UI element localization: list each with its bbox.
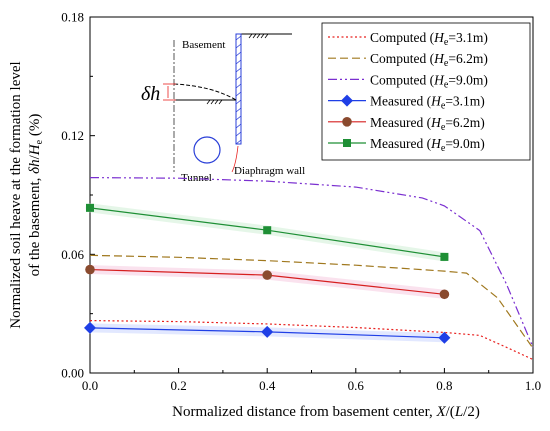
legend-label: Measured (He=6.2m) <box>370 115 485 133</box>
inset-heave-curve <box>173 83 237 101</box>
legend: Computed (He=3.1m) Computed (He=6.2m) Comp… <box>321 22 531 161</box>
series-markers <box>84 203 451 344</box>
x-tick-label: 0.2 <box>170 378 186 393</box>
inset-wall-pointer <box>231 145 239 173</box>
x-tick-label: 0.6 <box>348 378 365 393</box>
series-line-2 <box>89 254 534 349</box>
legend-box <box>321 22 531 161</box>
data-point-6-2 <box>263 226 272 235</box>
y-tick-label: 0.18 <box>61 10 84 25</box>
legend-marker <box>341 94 353 107</box>
inset-tunnel-label: Tunnel <box>181 172 212 184</box>
legend-label: Measured (He=3.1m) <box>370 94 485 112</box>
inset-schematic: Basement δh Tunnel Diaphragm wall <box>141 33 305 184</box>
y-axis-title-line2: of the basement, δh/He (%) <box>27 114 45 277</box>
data-point-5-2 <box>262 270 273 280</box>
data-point-4-1 <box>84 321 96 334</box>
y-axis-ticks: 0.00 0.06 0.12 0.18 <box>61 10 95 381</box>
data-point-5-3 <box>439 289 450 300</box>
legend-marker <box>342 117 352 127</box>
y-tick-label: 0.12 <box>61 128 84 143</box>
inset-ground-hatch <box>248 33 269 39</box>
x-tick-label: 0.4 <box>259 378 276 393</box>
svg-text:Normalized soil heave at the f: Normalized soil heave at the formation l… <box>8 61 24 328</box>
inset-basement-label: Basement <box>182 39 225 51</box>
x-axis-title: Normalized distance from basement center… <box>172 404 480 420</box>
data-point-4-2 <box>261 325 274 338</box>
legend-label: Computed (He=9.0m) <box>370 72 488 90</box>
x-axis-ticks: 0.0 0.2 0.4 0.6 0.8 1.0 <box>82 368 541 393</box>
inset-wall-hatch <box>235 35 242 145</box>
legend-label: Computed (He=3.1m) <box>370 30 488 48</box>
legend-marker <box>343 139 351 147</box>
inset-tunnel-circle <box>193 136 221 164</box>
inset-diaphragm-wall <box>235 33 242 145</box>
legend-label: Computed (He=6.2m) <box>370 51 488 69</box>
y-tick-label: 0.00 <box>61 366 84 381</box>
series-line-3 <box>89 176 534 348</box>
x-tick-label: 0.0 <box>82 378 98 393</box>
y-tick-label: 0.06 <box>61 247 84 262</box>
x-tick-label: 1.0 <box>525 378 541 393</box>
data-point-5-1 <box>85 264 95 275</box>
data-point-6-3 <box>440 252 449 261</box>
legend-label: Measured (He=9.0m) <box>370 136 485 154</box>
x-tick-label: 0.8 <box>436 378 452 393</box>
inset-formation-hatch <box>206 99 223 105</box>
inset-heave-label: δh <box>141 83 160 105</box>
data-point-6-1 <box>86 203 94 212</box>
series-line-1 <box>89 319 534 361</box>
data-point-4-3 <box>438 331 451 344</box>
svg-text:of the basement, δh/He (%): of the basement, δh/He (%) <box>27 114 45 277</box>
inset-wall-label: Diaphragm wall <box>234 165 305 177</box>
y-axis-title: Normalized soil heave at the formation l… <box>8 61 24 328</box>
